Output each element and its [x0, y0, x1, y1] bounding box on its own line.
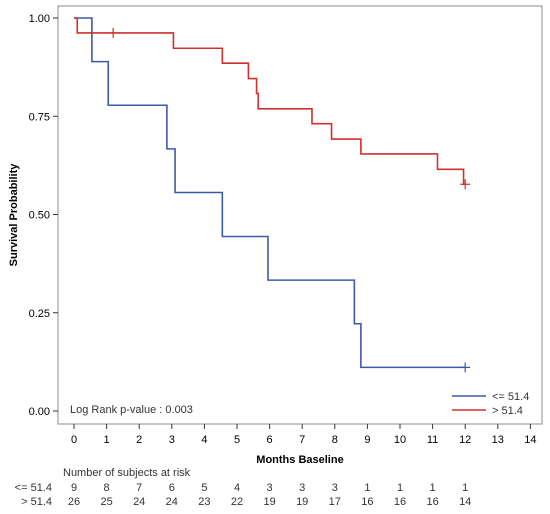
x-tick-label: 11 [427, 434, 438, 446]
log-rank-annotation: Log Rank p-value : 0.003 [70, 404, 193, 416]
plot-frame [57, 5, 543, 425]
x-tick-label: 12 [459, 434, 471, 446]
legend-label: <= 51.4 [492, 391, 529, 403]
x-tick-label: 8 [332, 434, 338, 446]
risk-count: 17 [329, 496, 341, 508]
risk-count: 9 [71, 482, 77, 494]
risk-count: 24 [133, 496, 145, 508]
x-tick-label: 2 [136, 434, 142, 446]
y-tick-label: 1.00 [29, 13, 50, 25]
x-tick-label: 10 [394, 434, 406, 446]
risk-count: 16 [394, 496, 406, 508]
risk-count: 1 [462, 482, 468, 494]
series-layer [74, 17, 471, 373]
risk-count: 19 [263, 496, 275, 508]
legend-label: > 51.4 [492, 405, 523, 417]
risk-table-title: Number of subjects at risk [63, 467, 191, 479]
x-tick-label: 5 [234, 434, 240, 446]
risk-count: 23 [198, 496, 210, 508]
risk-count: 16 [426, 496, 438, 508]
risk-count: 1 [364, 482, 370, 494]
x-tick-label: 14 [524, 434, 536, 446]
risk-table: <= 51.4 9 8 7 6 5 4 3 3 3 1 1 1 1 > 51.4 26 25 24 24 23 22 19… [15, 482, 472, 508]
risk-count: 26 [68, 496, 80, 508]
survival-curve-series-2 [74, 17, 466, 186]
y-tick-label: 0.75 [29, 111, 50, 123]
x-tick-label: 1 [104, 434, 110, 446]
risk-count: 3 [332, 482, 338, 494]
x-tick-label: 3 [169, 434, 175, 446]
risk-count: 7 [136, 482, 142, 494]
risk-count: 1 [430, 482, 436, 494]
risk-count: 3 [299, 482, 305, 494]
risk-count: 16 [361, 496, 373, 508]
risk-count: 5 [201, 482, 207, 494]
censor-mark [460, 362, 471, 373]
x-tick-label: 13 [492, 434, 504, 446]
risk-count: 6 [169, 482, 175, 494]
y-tick-label: 0.50 [29, 210, 50, 222]
risk-row-label: <= 51.4 [15, 482, 52, 494]
censor-mark [460, 179, 471, 190]
risk-count: 25 [100, 496, 112, 508]
x-tick-label: 0 [71, 434, 77, 446]
risk-count: 19 [296, 496, 308, 508]
x-tick-label: 7 [299, 434, 305, 446]
risk-row-label: > 51.4 [21, 496, 52, 508]
y-axis: 0.00 0.25 0.50 0.75 1.00 [29, 13, 58, 418]
survival-curve-series-1 [74, 17, 466, 369]
x-tick-label: 6 [267, 434, 273, 446]
risk-count: 8 [104, 482, 110, 494]
censor-mark [108, 27, 119, 38]
legend: <= 51.4 > 51.4 [452, 391, 529, 417]
x-axis: 0 1 2 3 4 5 6 7 8 9 10 11 12 13 14 [71, 424, 537, 446]
risk-count: 24 [166, 496, 178, 508]
x-tick-label: 9 [364, 434, 370, 446]
y-axis-title: Survival Probability [8, 163, 20, 267]
risk-count: 22 [231, 496, 243, 508]
x-axis-title: Months Baseline [256, 454, 343, 466]
y-tick-label: 0.25 [29, 308, 50, 320]
x-tick-label: 4 [201, 434, 207, 446]
risk-count: 14 [459, 496, 471, 508]
y-tick-label: 0.00 [29, 406, 50, 418]
risk-count: 1 [397, 482, 403, 494]
risk-count: 4 [234, 482, 240, 494]
risk-count: 3 [267, 482, 273, 494]
